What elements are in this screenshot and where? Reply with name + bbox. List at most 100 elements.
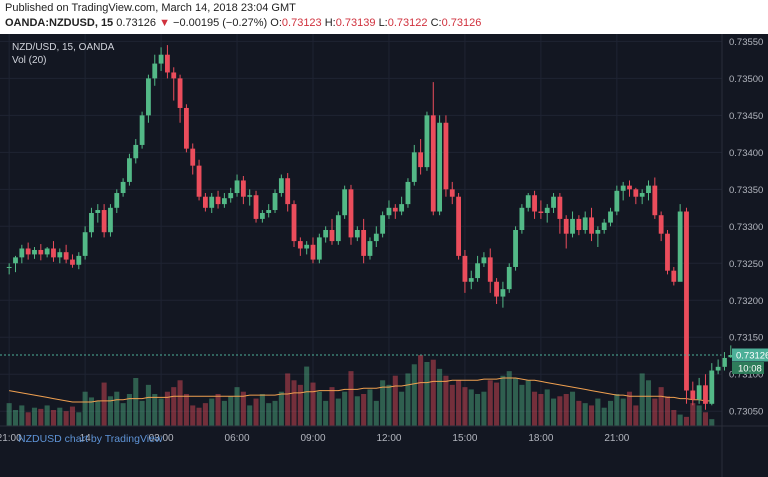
low-value: 0.73122 xyxy=(387,17,428,29)
time-tick-label: 12:00 xyxy=(376,433,401,444)
candle-body xyxy=(430,115,436,212)
candle-body xyxy=(532,195,537,212)
candle-body xyxy=(709,370,715,404)
volume-bar xyxy=(481,391,487,426)
volume-bar xyxy=(437,368,443,426)
price-value: 0.73126 xyxy=(116,17,157,29)
time-axis[interactable]: 21:00 14 03:00 06:00 09:00 12:00 15:00 18:00 21:… xyxy=(0,433,630,444)
candle-body xyxy=(32,249,37,255)
candle-body xyxy=(215,196,221,205)
chart-background xyxy=(0,34,768,477)
symbol-label: OANDA:NZDUSD, 15 xyxy=(5,17,114,29)
volume-bar xyxy=(57,407,63,426)
candle-body xyxy=(722,357,727,367)
price-tick-label: 0.73450 xyxy=(729,111,763,122)
volume-bar xyxy=(253,398,259,426)
candle-body xyxy=(171,72,177,79)
volume-bar xyxy=(652,398,658,426)
close-value: 0.73126 xyxy=(441,17,482,29)
candle-body xyxy=(570,218,575,234)
price-axis[interactable]: 0.73550 0.73500 0.73450 0.73400 0.73350 0.733… xyxy=(729,37,763,418)
candle-body xyxy=(133,144,139,159)
time-tick-label: 21:00 xyxy=(604,433,629,444)
volume-indicator-label: Vol (20) xyxy=(12,55,46,66)
candle-body xyxy=(259,212,265,219)
volume-bar xyxy=(348,371,354,426)
countdown-tag: 10:08 xyxy=(732,361,764,374)
chart-title: NZD/USD, 15, OANDA xyxy=(12,42,115,53)
candle-body xyxy=(316,237,322,260)
candle-body xyxy=(247,195,253,197)
volume-bar xyxy=(588,405,595,426)
open-value: 0.73123 xyxy=(281,17,322,29)
high-label: H: xyxy=(324,17,336,29)
candle-body xyxy=(392,207,398,212)
candle-body xyxy=(646,185,651,194)
candle-body xyxy=(456,196,462,256)
volume-bar xyxy=(329,387,335,426)
volume-bar xyxy=(164,391,170,426)
candle-body xyxy=(70,259,75,265)
time-tick-label: 15:00 xyxy=(452,433,477,444)
candle-body xyxy=(551,196,556,208)
candle-body xyxy=(582,217,588,230)
candle-body xyxy=(285,178,291,205)
candle-body xyxy=(399,204,405,212)
volume-bar xyxy=(506,371,512,426)
price-tick-label: 0.73300 xyxy=(729,222,763,233)
volume-bar xyxy=(259,394,265,426)
volume-bar xyxy=(221,400,227,426)
volume-bar xyxy=(120,403,126,426)
volume-bars xyxy=(6,355,715,426)
candle-body xyxy=(266,210,272,213)
volume-bar xyxy=(152,394,158,426)
candle-body xyxy=(525,195,531,208)
candle-body xyxy=(652,185,658,216)
price-chart[interactable]: 0.73550 0.73500 0.73450 0.73400 0.73350 0.733… xyxy=(0,34,768,477)
candle-body xyxy=(183,107,189,149)
volume-bar xyxy=(373,400,379,426)
candle-body xyxy=(487,257,493,282)
candle-body xyxy=(690,390,696,400)
candle-body xyxy=(696,385,702,400)
candle-body xyxy=(468,278,474,282)
volume-bar xyxy=(519,384,525,426)
volume-bar xyxy=(702,412,708,426)
candle-body xyxy=(380,215,386,234)
candle-body xyxy=(418,152,424,168)
time-tick-label: 18:00 xyxy=(528,433,553,444)
candle-body xyxy=(443,122,449,190)
candle-body xyxy=(57,252,63,258)
candle-body xyxy=(475,263,480,279)
candle-body xyxy=(152,63,158,79)
volume-bar xyxy=(639,373,645,426)
candle-body xyxy=(354,230,360,238)
volume-bar xyxy=(6,403,12,426)
time-tick-label: 03:00 xyxy=(149,433,174,444)
candle-body xyxy=(373,233,379,242)
volume-bar xyxy=(19,405,25,426)
volume-bar xyxy=(664,396,671,426)
high-value: 0.73139 xyxy=(335,17,376,29)
candle-body xyxy=(563,218,569,234)
candle-body xyxy=(19,248,25,258)
header-bar: Published on TradingView.com, March 14, … xyxy=(0,0,768,34)
volume-ma-line xyxy=(9,377,712,403)
volume-bar xyxy=(272,400,278,426)
volume-bar xyxy=(614,394,620,426)
countdown-label: 10:08 xyxy=(738,363,762,374)
candle-body xyxy=(386,207,392,216)
volume-bar xyxy=(430,359,436,426)
candle-body xyxy=(76,255,82,265)
volume-bar xyxy=(551,398,557,426)
candle-body xyxy=(165,54,170,73)
candle-body xyxy=(108,207,113,233)
candle-body xyxy=(127,158,132,182)
candle-body xyxy=(146,78,151,116)
volume-bar xyxy=(69,406,75,426)
time-tick-label: 09:00 xyxy=(300,433,325,444)
candle-body xyxy=(361,230,367,256)
candle-body xyxy=(6,266,12,268)
candle-body xyxy=(253,195,259,219)
candle-body xyxy=(608,211,613,223)
